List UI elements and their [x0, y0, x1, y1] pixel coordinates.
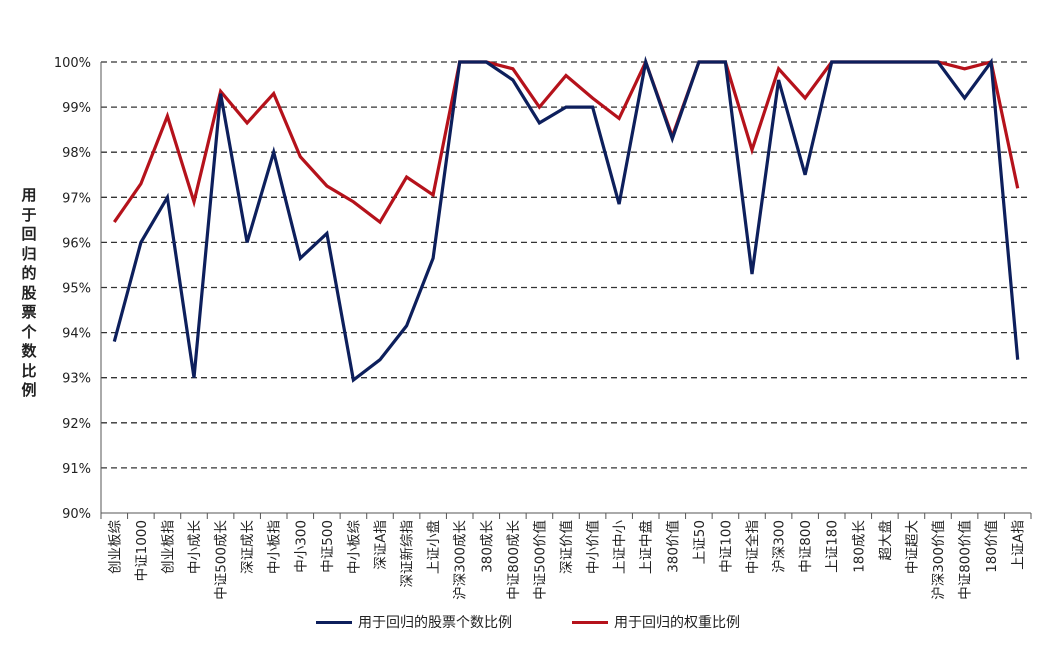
x-tick-label: 创业板综	[107, 520, 123, 574]
x-tick-label: 上证中盘	[638, 520, 655, 574]
y-tick-label: 98%	[62, 146, 91, 161]
x-tick-label: 上证A指	[1011, 520, 1027, 570]
legend: 用于回归的股票个数比例 用于回归的权重比例	[0, 608, 1047, 636]
y-tick-label: 99%	[62, 101, 91, 116]
x-tick-label: 180成长	[851, 520, 867, 573]
x-tick-label: 超大盘	[877, 520, 894, 561]
x-tick-label: 380价值	[665, 520, 681, 573]
x-tick-label: 深证A指	[373, 520, 389, 570]
x-tick-label: 中证超大	[904, 520, 920, 574]
x-tick-label: 中证800成长	[506, 520, 522, 600]
x-tick-label: 上证中小	[612, 520, 628, 574]
y-tick-label: 97%	[62, 191, 91, 206]
x-tick-label: 中小成长	[187, 520, 203, 574]
y-tick-label: 90%	[62, 507, 91, 522]
x-tick-label: 沪深300价值	[931, 520, 947, 600]
y-tick-label: 95%	[62, 282, 91, 297]
x-tick-label: 380成长	[479, 520, 495, 573]
x-tick-label: 中证全指	[744, 520, 761, 574]
x-tick-label: 上证180	[825, 520, 841, 573]
x-tick-label: 中证500价值	[532, 520, 548, 600]
x-tick-label: 中证800价值	[958, 520, 974, 600]
legend-item-weight: 用于回归的权重比例	[572, 608, 740, 636]
x-tick-label: 中小板综	[346, 520, 362, 574]
x-tick-label: 深证价值	[559, 520, 575, 574]
x-tick-label: 中证500	[320, 520, 336, 573]
series-line-weight	[112, 57, 1020, 225]
legend-label-count: 用于回归的股票个数比例	[358, 615, 512, 631]
legend-swatch-count	[316, 620, 352, 624]
x-tick-label: 中证1000	[134, 520, 150, 581]
x-tick-label: 180价值	[984, 520, 1000, 573]
x-tick-label: 上证小盘	[425, 520, 442, 574]
y-tick-label: 96%	[62, 236, 91, 251]
series-line-count	[112, 55, 1020, 383]
x-tick-label: 创业板指	[160, 520, 176, 574]
y-tick-label: 94%	[62, 327, 91, 342]
y-tick-label: 100%	[54, 56, 91, 71]
x-tick-label: 沪深300	[772, 520, 788, 573]
x-tick-label: 中小板指	[267, 520, 283, 574]
x-tick-label: 中证100	[718, 520, 734, 573]
x-tick-label: 深证成长	[240, 520, 256, 574]
y-axis-label: 用于回归的股票个数比例	[21, 186, 37, 399]
y-tick-label: 91%	[62, 462, 91, 477]
x-tick-label: 中小300	[293, 520, 309, 573]
legend-item-count: 用于回归的股票个数比例	[316, 608, 512, 636]
y-tick-label: 92%	[62, 417, 91, 432]
x-tick-label: 沪深300成长	[453, 520, 469, 600]
x-tick-label: 中证500成长	[214, 520, 230, 600]
x-tick-label: 上证50	[692, 520, 708, 564]
legend-label-weight: 用于回归的权重比例	[614, 615, 740, 631]
x-tick-label: 中小价值	[586, 520, 602, 574]
x-tick-label: 中证800	[798, 520, 814, 573]
legend-swatch-weight	[572, 620, 608, 624]
x-tick-label: 深证新综指	[400, 520, 416, 588]
y-tick-label: 93%	[62, 372, 91, 387]
